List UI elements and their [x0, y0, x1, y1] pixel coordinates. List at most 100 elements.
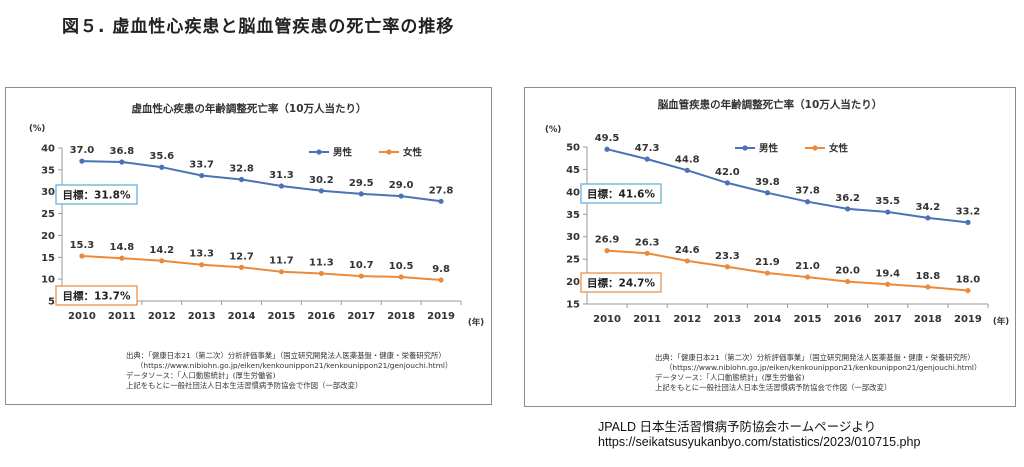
data-label: 15.3	[70, 240, 95, 251]
y-tick-label: 50	[566, 143, 580, 154]
source-line: 出典：「健康日本21（第二次）分析評価事業」（国立研究開発法人医薬基盤・健康・栄…	[126, 351, 446, 360]
data-label: 49.5	[595, 133, 620, 144]
data-label: 10.5	[389, 261, 414, 272]
legend-label: 女性	[403, 147, 423, 159]
data-point-female	[199, 262, 205, 268]
x-tick-label: 2014	[228, 311, 256, 322]
data-point-female	[278, 269, 285, 275]
data-label: 30.2	[309, 175, 334, 186]
data-point-female	[318, 270, 324, 277]
y-tick-label: 10	[41, 275, 55, 286]
y-tick-label: 35	[566, 210, 580, 221]
data-label: 44.8	[675, 154, 700, 165]
data-label: 19.4	[875, 268, 900, 279]
x-tick-label: 2010	[593, 314, 621, 325]
data-point-male	[358, 191, 364, 197]
data-point-female	[79, 253, 85, 259]
data-point-female	[159, 258, 165, 264]
data-point-female	[965, 287, 971, 294]
y-tick-label: 5	[48, 297, 55, 308]
x-tick-label: 2019	[954, 314, 982, 325]
y-tick-label: 20	[41, 231, 55, 242]
series-line-female	[81, 255, 442, 281]
y-axis-unit: (%)	[29, 124, 45, 134]
data-point-female	[438, 277, 444, 283]
series-line-male	[81, 160, 442, 203]
source-note: 出典：「健康日本21（第二次）分析評価事業」（国立研究開発法人医薬基盤・健康・栄…	[655, 353, 981, 393]
data-label: 42.0	[715, 167, 740, 178]
data-label: 10.7	[349, 260, 374, 271]
x-tick-label: 2010	[68, 311, 96, 322]
data-label: 37.8	[795, 186, 820, 197]
target-label: 目標：24.7%	[587, 277, 655, 290]
data-label: 21.0	[795, 261, 820, 272]
chart-panel-ischemic-heart-disease: 虚血性心疾患の年齢調整死亡率（10万人当たり） (%) 5 10 15 20 25 30 35 4…	[5, 87, 492, 405]
data-point-female	[764, 270, 771, 276]
y-tick-label: 40	[566, 187, 580, 198]
data-point-female	[119, 255, 125, 261]
chart-ischemic-heart-disease: 虚血性心疾患の年齢調整死亡率（10万人当たり） (%) 5 10 15 20 25 30 35 4…	[29, 102, 484, 328]
y-tick-label: 15	[566, 300, 580, 311]
data-label: 35.5	[875, 196, 900, 207]
target-box	[55, 285, 138, 306]
data-point-female	[684, 258, 690, 264]
series-line-male	[606, 148, 969, 224]
source-line: （https://www.nibiohn.go.jp/eiken/kenkoun…	[136, 361, 453, 370]
target-box	[55, 184, 138, 205]
y-tick-label: 25	[566, 255, 580, 266]
data-label: 14.2	[149, 245, 174, 256]
data-label: 33.2	[956, 206, 981, 217]
data-point-male	[684, 167, 690, 173]
data-point-female	[604, 248, 610, 254]
x-tick-label: 2017	[347, 311, 375, 322]
data-point-male	[278, 183, 285, 189]
target-label: 目標：41.6%	[587, 188, 655, 201]
chart-cerebrovascular-disease: 脳血管疾患の年齢調整死亡率（10万人当たり） (%) 15 20 25 30 35 40 45 5…	[545, 98, 1009, 327]
legend-label: 女性	[829, 143, 849, 155]
data-point-male	[965, 219, 971, 225]
data-label: 29.0	[389, 180, 414, 191]
y-axis-unit: (%)	[545, 125, 561, 135]
data-label: 14.8	[110, 242, 135, 253]
source-line: 出典：「健康日本21（第二次）分析評価事業」（国立研究開発法人医薬基盤・健康・栄…	[655, 353, 975, 362]
data-point-female	[925, 284, 931, 290]
data-label: 39.8	[755, 177, 780, 188]
y-tick-label: 20	[566, 277, 580, 288]
x-tick-label: 2013	[188, 311, 216, 322]
source-line: 上記をもとに一般社団法人日本生活習慣病予防協会で作図（一部改変）	[126, 381, 363, 390]
y-tick-label: 25	[41, 209, 55, 220]
data-point-male	[885, 209, 891, 215]
chart-title: 虚血性心疾患の年齢調整死亡率（10万人当たり）	[131, 102, 366, 115]
y-tick-label: 40	[41, 144, 55, 155]
data-point-female	[398, 274, 404, 280]
chart-panel-cerebrovascular-disease: 脳血管疾患の年齢調整死亡率（10万人当たり） (%) 15 20 25 30 35 40 45 5…	[524, 87, 1016, 407]
data-label: 24.6	[675, 245, 700, 256]
data-point-male	[845, 206, 851, 212]
data-point-male	[79, 158, 85, 164]
target-box	[580, 183, 662, 204]
source-line: 上記をもとに一般社団法人日本生活習慣病予防協会で作図（一部改変）	[655, 383, 892, 392]
y-tick-label: 30	[41, 187, 55, 198]
data-point-female	[885, 281, 891, 287]
data-label: 18.0	[956, 275, 981, 286]
y-tick-label: 30	[566, 232, 580, 243]
data-point-male	[644, 156, 650, 162]
data-point-female	[724, 264, 730, 270]
x-axis-unit: (年)	[993, 316, 1009, 327]
data-point-female	[644, 250, 650, 256]
data-label: 36.2	[835, 193, 860, 204]
data-label: 31.3	[269, 170, 294, 181]
series-line-female	[606, 249, 968, 292]
data-label: 20.0	[835, 266, 860, 277]
data-point-male	[238, 176, 245, 183]
credit-url[interactable]: https://seikatsusyukanbyo.com/statistics…	[598, 435, 921, 449]
legend-marker	[316, 149, 322, 155]
data-point-male	[438, 198, 444, 204]
legend-label: 男性	[759, 143, 779, 155]
x-tick-label: 2014	[754, 314, 782, 325]
data-label: 34.2	[916, 202, 941, 213]
y-tick-label: 35	[41, 165, 55, 176]
data-label: 21.9	[755, 257, 780, 268]
legend-label: 男性	[333, 147, 353, 159]
source-line: データソース：「人口動態統計」(厚生労働省)	[126, 371, 276, 380]
